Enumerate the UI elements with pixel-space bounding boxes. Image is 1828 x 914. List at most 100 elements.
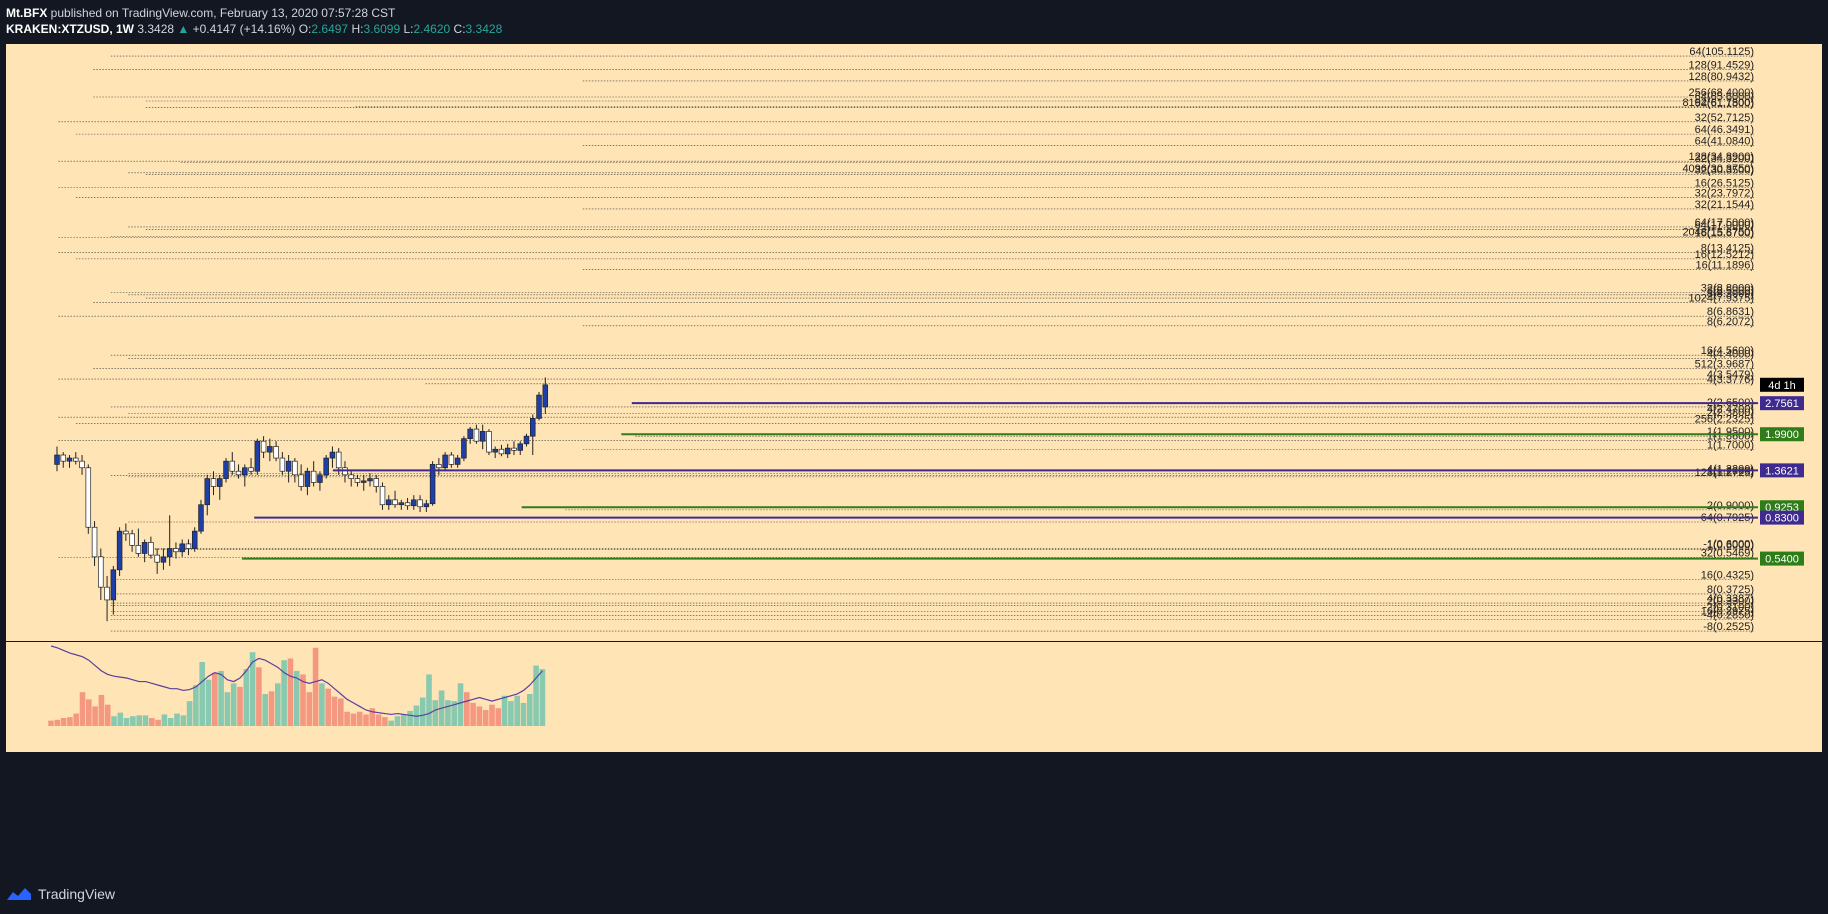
fib-level-label: 8(6.2072) [1707,316,1754,328]
volume-bar [92,706,98,726]
fib-level-label: 64(65.6000) [1695,91,1754,103]
volume-bar [111,716,117,726]
close-label: C: [453,22,466,36]
candle-down [229,460,236,472]
volume-bar [432,700,439,726]
candle-down [348,474,354,479]
fib-level-label: 512(3.9687) [1695,358,1754,370]
candle-down [98,556,104,588]
candle-up [542,384,549,408]
candle-up [285,460,292,472]
volume-bar [300,674,306,726]
candle-up [254,440,261,472]
candle-up [467,428,473,439]
candle-up [317,474,323,483]
up-arrow-icon: ▲ [177,22,190,36]
price-change: +0.4147 (+14.16%) [192,22,296,36]
candle-down [135,545,142,554]
volume-bar [363,714,369,726]
candle-down [129,533,135,546]
volume-bar [149,718,155,726]
fib-level-label: 8(0.3725) [1707,584,1754,596]
volume-bar [293,670,300,726]
volume-bar [287,658,294,726]
candle-down [60,454,67,462]
volume-bar [489,704,495,726]
volume-bar [533,665,539,726]
candle-up [242,467,248,476]
candle-down [73,457,79,462]
fib-level-label: 16(12.5212) [1695,249,1754,261]
candle-down [379,486,386,506]
candle-up [423,503,430,508]
low-label: L: [403,22,414,36]
fib-level-label: 2048(15.8750) [1682,226,1754,238]
volume-bar [319,683,325,726]
fib-level-label: 1(0.6000) [1707,539,1754,551]
last-price: 3.3428 [137,22,175,36]
candle-up [267,446,273,453]
candle-up [360,480,367,483]
candle-down [123,530,129,535]
volume-bar [356,711,363,726]
footer: TradingView [6,886,115,902]
fib-level-label: 8(13.4125) [1701,242,1754,254]
volume-bar [388,720,394,726]
fib-level-label: -4(0.2850) [1703,610,1754,622]
volume-bar [180,715,187,726]
candle-down [498,448,505,455]
volume-bar [268,691,275,726]
volume-bar [155,719,161,726]
price-chart[interactable]: 64(105.1125)128(91.4529)128(80.9432) 256(… [6,44,1822,879]
candle-up [223,460,229,479]
footer-brand[interactable]: TradingView [38,886,116,902]
fib-level-label: 32(23.7972) [1695,188,1754,200]
candle-down [173,548,179,553]
volume-bar [224,692,231,726]
volume-bar [79,692,86,726]
candle-up [141,542,148,554]
price-tag-label: 0.5400 [1765,554,1799,566]
open-label: O: [298,22,312,36]
candle-down [235,470,242,476]
candle-up [536,394,542,419]
author-name[interactable]: Mt.BFX [6,6,48,20]
fib-level-label: 64(61.1800) [1695,98,1754,110]
fib-level-label: 128(80.9432) [1689,71,1754,83]
fib-level-label: 128(91.4529) [1689,59,1754,71]
symbol-name[interactable]: KRAKEN:XTZUSD, 1W [6,22,134,36]
close-value: 3.3428 [465,22,503,36]
volume-bar [193,685,199,726]
candle-up [429,464,436,505]
volume-ma-line [50,645,543,717]
price-tag-label: 2.7561 [1765,398,1799,410]
volume-bar [382,717,388,726]
fib-level-label: 32(21.1544) [1695,199,1754,211]
fib-levels: 64(105.1125)128(91.4529)128(80.9432) 256(… [58,46,1754,633]
fib-level-label: 8(8.5900) [1707,285,1754,297]
candle-down [511,447,517,451]
volume-bar [117,712,124,726]
candles [54,377,549,622]
candle-down [79,460,85,469]
volume-bar [48,720,54,726]
candle-down [292,460,298,476]
candle-up [504,447,511,455]
volume-bar [98,694,105,726]
candle-down [310,470,317,483]
fib-level-label: 16(4.5600) [1701,345,1754,357]
candle-up [329,451,336,459]
volume-bar [350,713,357,726]
candle-down [91,526,98,558]
fib-level-label: 16(11.1896) [1695,260,1754,272]
candle-up [198,504,204,532]
candle-down [473,428,480,442]
candle-down [185,543,192,549]
volume-bar [501,695,508,726]
candle-down [104,586,110,601]
fib-level-label: 4(4.4000) [1707,349,1754,361]
fib-level-label: 2(0.9000) [1707,500,1754,512]
volume-bar [281,660,287,726]
candle-up [166,548,173,558]
volume-bar [407,710,413,726]
